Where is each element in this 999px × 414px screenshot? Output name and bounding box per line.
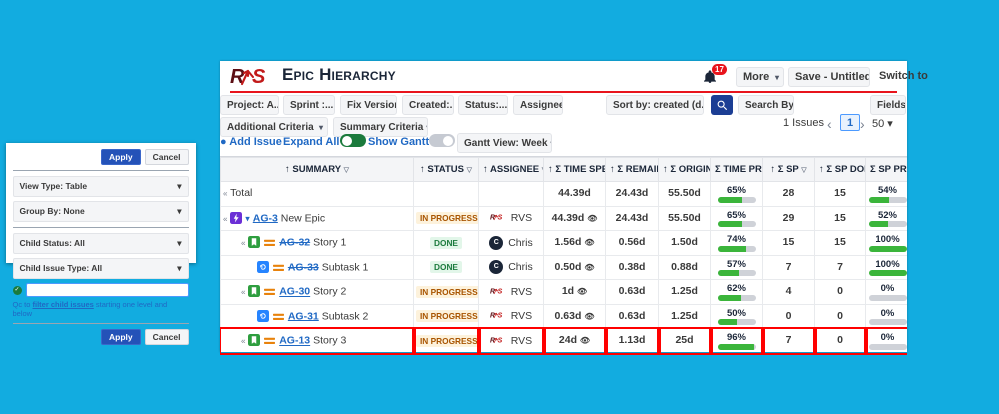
svg-text:R: R xyxy=(490,337,495,344)
svg-text:R: R xyxy=(490,215,495,222)
svg-text:R: R xyxy=(490,288,495,295)
svg-text:R: R xyxy=(490,313,495,320)
svg-text:S: S xyxy=(497,337,502,344)
svg-text:S: S xyxy=(497,313,502,320)
svg-text:S: S xyxy=(497,215,502,222)
svg-text:S: S xyxy=(252,66,266,88)
svg-text:S: S xyxy=(497,288,502,295)
